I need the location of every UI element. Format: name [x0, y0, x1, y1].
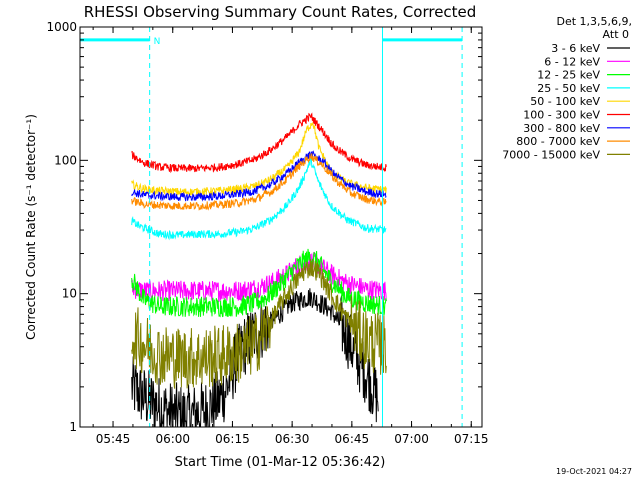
legend-entry-label: 25 - 50 keV	[537, 82, 600, 95]
x-axis-label: Start Time (01-Mar-12 05:36:42)	[175, 455, 386, 470]
series-line	[131, 259, 387, 389]
y-tick-label: 100	[54, 153, 77, 167]
legend-entry-label: 7000 - 15000 keV	[502, 148, 600, 161]
series-line	[131, 248, 387, 318]
legend-entry-label: 800 - 7000 keV	[516, 135, 600, 148]
series-line	[131, 157, 387, 241]
legend-entry-label: 6 - 12 keV	[544, 55, 600, 68]
legend-entry-label: 12 - 25 keV	[537, 69, 600, 82]
legend-header-attenuator: Att 0	[603, 28, 629, 41]
series-line	[131, 252, 387, 302]
marker-layer: N	[80, 27, 463, 427]
y-tick-label: 1	[69, 420, 77, 434]
legend-header-detectors: Det 1,3,5,6,9,	[556, 15, 632, 28]
legend-entry-label: 300 - 800 keV	[523, 122, 600, 135]
x-tick-label: 06:15	[215, 432, 250, 446]
axis-layer: 05:45 06:00 06:15 06:30 06:45 07:00 07:15 1 10 10…	[46, 20, 488, 446]
x-tick-label: 06:30	[275, 432, 310, 446]
x-tick-label: 05:45	[96, 432, 131, 446]
x-tick-label: 06:45	[335, 432, 370, 446]
series-line	[131, 112, 387, 174]
x-tick-label: 06:00	[155, 432, 190, 446]
chart-title: RHESSI Observing Summary Count Rates, Co…	[84, 3, 477, 21]
y-axis-label: Corrected Count Rate (s⁻¹ detector⁻¹)	[24, 114, 38, 340]
series-line	[131, 153, 387, 211]
x-tick-label: 07:15	[454, 432, 489, 446]
legend-entry-label: 100 - 300 keV	[523, 109, 600, 122]
series-line	[131, 150, 387, 202]
data-gap-flag: N	[154, 37, 161, 47]
generated-timestamp: 19-Oct-2021 04:27	[556, 467, 632, 476]
legend-entry-label: 50 - 100 keV	[530, 95, 600, 108]
x-tick-label: 07:00	[394, 432, 429, 446]
y-tick-label: 1000	[46, 20, 77, 34]
legend-entry-label: 3 - 6 keV	[551, 42, 600, 55]
y-tick-label: 10	[62, 287, 77, 301]
plot-frame	[79, 26, 483, 428]
